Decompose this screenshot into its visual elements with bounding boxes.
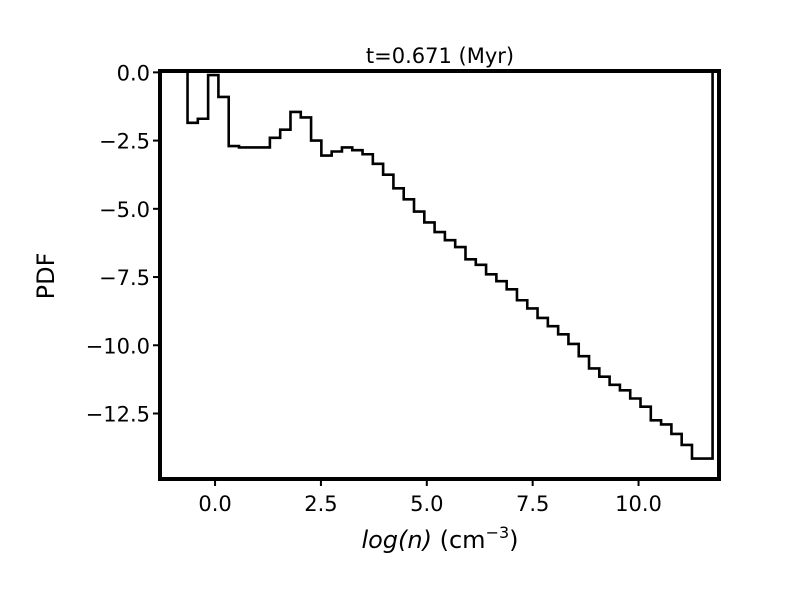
y-tick-label: −12.5	[86, 403, 150, 427]
axis-ticks: 0.0 2.5 5.0 7.5 10.0 0.0 −2.5 −5.0 −7.5 −10.0 −12.…	[86, 61, 662, 516]
x-axis-label: log(n) (cm−3)	[361, 523, 518, 554]
chart-title: t=0.671 (Myr)	[366, 44, 514, 68]
x-tick-label: 2.5	[304, 492, 337, 516]
plot-frame	[158, 69, 721, 481]
x-tick-label: 10.0	[615, 492, 662, 516]
y-axis-label: PDF	[32, 253, 60, 300]
plot-area	[186, 70, 714, 460]
x-axis-label-unit: (cm	[432, 526, 486, 554]
x-tick-label: 0.0	[198, 492, 231, 516]
x-tick-label: 5.0	[410, 492, 443, 516]
x-tick-label: 7.5	[516, 492, 549, 516]
y-tick-label: −5.0	[99, 198, 150, 222]
x-axis-label-close: )	[509, 526, 518, 554]
pdf-step-line	[186, 70, 714, 460]
x-axis-label-exponent: −3	[486, 523, 510, 542]
y-tick-label: −10.0	[86, 334, 150, 358]
y-tick-label: −2.5	[99, 130, 150, 154]
y-tick-label: −7.5	[99, 266, 150, 290]
x-axis-label-math: log(n)	[361, 526, 432, 554]
y-tick-label: 0.0	[117, 61, 150, 85]
